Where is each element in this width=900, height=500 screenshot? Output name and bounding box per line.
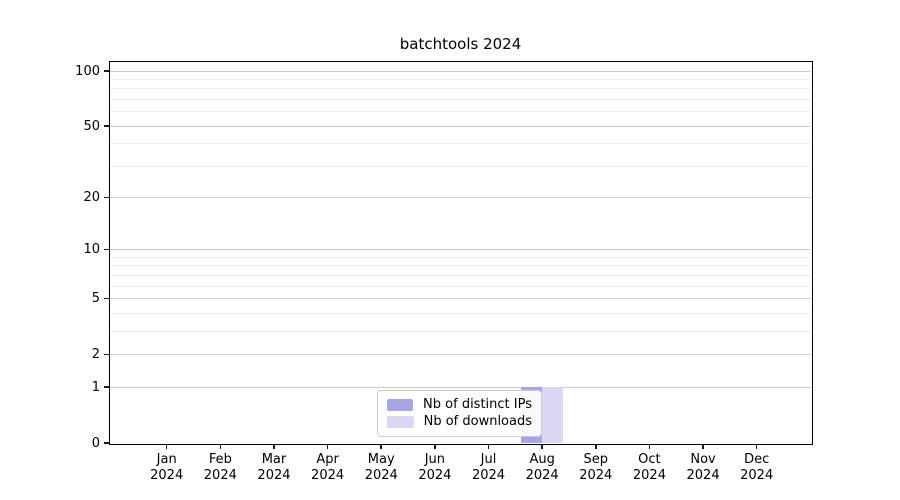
- x-tick-mark: [595, 444, 597, 449]
- x-tick-label-year: 2024: [311, 468, 345, 483]
- x-tick-label-month: Oct: [638, 452, 661, 467]
- major-gridline: [110, 249, 811, 251]
- minor-gridline: [110, 111, 811, 113]
- major-gridline: [110, 70, 811, 72]
- y-tick-mark: [103, 248, 109, 251]
- x-tick-label-month: Nov: [690, 452, 716, 467]
- y-tick-label: 10: [83, 242, 100, 258]
- y-tick-label: 2: [91, 346, 100, 362]
- x-tick-mark: [648, 444, 651, 449]
- y-tick-label: 0: [91, 435, 100, 451]
- x-tick-label-year: 2024: [632, 468, 666, 483]
- legend-label-distinct-ips: Nb of distinct IPs: [423, 396, 532, 412]
- x-tick-label-year: 2024: [686, 468, 720, 483]
- minor-gridline: [110, 143, 811, 145]
- legend-swatch-downloads: [387, 416, 414, 429]
- y-tick-mark: [103, 196, 109, 199]
- y-tick-label: 50: [83, 118, 100, 134]
- bar-downloads-aug: [542, 387, 564, 443]
- y-tick-mark: [103, 353, 109, 356]
- x-tick-label-month: Aug: [529, 452, 555, 467]
- major-gridline: [110, 197, 811, 199]
- x-tick-mark: [380, 444, 382, 449]
- major-gridline: [110, 298, 811, 300]
- x-tick-label-month: Dec: [744, 452, 770, 467]
- minor-gridline: [110, 330, 811, 332]
- legend: Nb of distinct IPs Nb of downloads: [377, 390, 542, 437]
- y-tick-label: 100: [75, 63, 100, 79]
- minor-gridline: [110, 165, 811, 167]
- x-tick-mark: [165, 444, 168, 449]
- x-tick-label-month: Jun: [424, 452, 446, 467]
- x-tick-mark: [326, 444, 329, 449]
- minor-gridline: [110, 274, 811, 276]
- x-tick-label-year: 2024: [150, 468, 184, 483]
- chart-title: batchtools 2024: [399, 35, 522, 53]
- major-gridline: [110, 353, 811, 355]
- x-tick-mark: [434, 444, 436, 449]
- y-tick-mark: [103, 442, 109, 444]
- y-tick-mark: [103, 386, 109, 388]
- minor-gridline: [110, 265, 811, 267]
- legend-item-downloads: Nb of downloads: [387, 414, 532, 431]
- legend-swatch-distinct-ips: [387, 398, 414, 411]
- y-tick-mark: [103, 125, 109, 127]
- y-tick-mark: [103, 297, 109, 300]
- x-tick-label-year: 2024: [525, 468, 559, 483]
- x-tick-label-year: 2024: [471, 468, 506, 483]
- x-tick-label-month: Sep: [583, 452, 609, 467]
- major-gridline: [110, 386, 811, 388]
- x-tick-mark: [273, 444, 275, 449]
- major-gridline: [110, 125, 811, 127]
- y-tick-label: 1: [91, 379, 100, 395]
- x-tick-label-year: 2024: [257, 468, 291, 483]
- minor-gridline: [110, 312, 811, 314]
- x-tick-label-year: 2024: [364, 468, 398, 483]
- x-tick-label-year: 2024: [740, 468, 774, 483]
- minor-gridline: [110, 285, 811, 287]
- y-tick-label: 5: [91, 291, 100, 307]
- x-tick-mark: [541, 444, 543, 449]
- x-tick-label-month: Jan: [156, 452, 177, 467]
- minor-gridline: [110, 256, 811, 258]
- x-tick-mark: [487, 444, 490, 449]
- x-tick-label-month: Jul: [480, 452, 497, 467]
- x-tick-label-year: 2024: [203, 468, 237, 483]
- x-tick-label-year: 2024: [579, 468, 613, 483]
- y-tick-mark: [103, 70, 109, 72]
- legend-item-distinct-ips: Nb of distinct IPs: [387, 396, 532, 413]
- x-tick-label-month: May: [367, 452, 395, 467]
- y-tick-label: 20: [83, 190, 100, 206]
- minor-gridline: [110, 88, 811, 90]
- legend-label-downloads: Nb of downloads: [423, 414, 532, 430]
- x-tick-label-month: Apr: [316, 452, 339, 467]
- x-tick-mark: [219, 444, 222, 449]
- x-tick-mark: [755, 444, 758, 449]
- minor-gridline: [110, 98, 811, 100]
- x-tick-label-year: 2024: [418, 468, 452, 483]
- x-tick-label-month: Mar: [261, 452, 287, 467]
- x-tick-mark: [702, 444, 704, 449]
- x-tick-label-month: Feb: [208, 452, 232, 467]
- minor-gridline: [110, 78, 811, 80]
